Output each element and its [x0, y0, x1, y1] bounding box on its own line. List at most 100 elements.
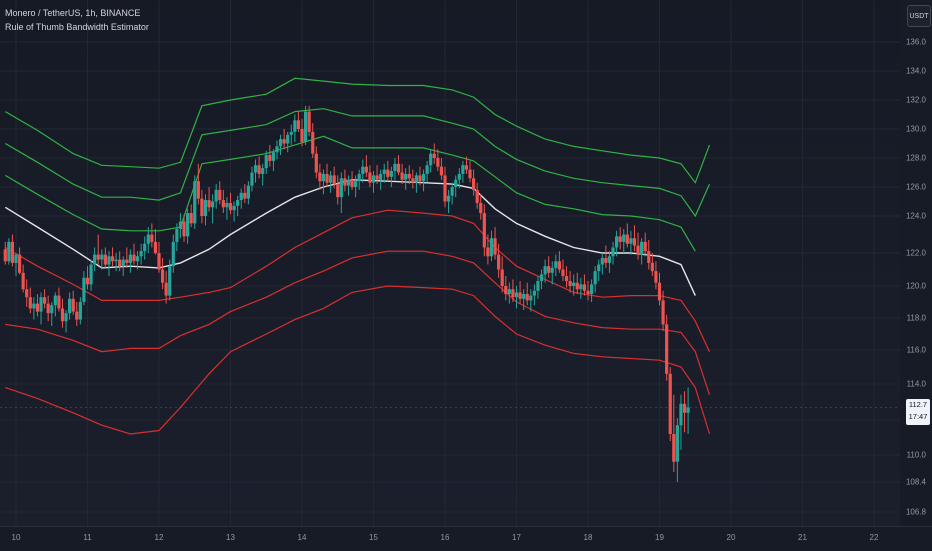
price-tick-label: 136.0 — [905, 37, 926, 47]
candle-body — [607, 256, 612, 263]
price-tick-label: 118.0 — [906, 313, 926, 323]
candle-body — [93, 254, 97, 265]
candle-body — [357, 173, 361, 182]
price-chart[interactable] — [0, 0, 900, 526]
bar-countdown: 17:47 — [908, 412, 928, 421]
last-price-label: 112.7 17:47 — [906, 399, 930, 425]
candle-body — [425, 165, 429, 174]
time-tick-label: 21 — [798, 533, 807, 542]
candle-body — [461, 165, 465, 174]
candle-body — [261, 168, 265, 174]
candle-body — [186, 213, 190, 237]
candle-body — [307, 111, 311, 132]
candle-body — [389, 171, 393, 177]
candle-body — [228, 202, 233, 211]
candle-body — [539, 274, 544, 282]
candle-body — [625, 234, 629, 244]
candle-body — [379, 173, 383, 180]
candle-body — [39, 297, 43, 312]
candle-body — [414, 175, 418, 183]
candle-body — [128, 254, 132, 263]
candle-body — [121, 259, 125, 267]
candle-body — [393, 163, 397, 172]
candle-body — [632, 238, 637, 246]
time-tick-label: 10 — [11, 533, 21, 542]
candle-body — [604, 257, 608, 263]
candle-body — [611, 247, 615, 257]
candle-body — [293, 120, 297, 132]
candle-body — [436, 158, 440, 167]
candle-body — [468, 169, 472, 179]
candle-body — [25, 289, 29, 298]
candle-body — [550, 267, 554, 273]
candle-body — [178, 221, 183, 229]
indicator-legend[interactable]: Rule of Thumb Bandwidth Estimator — [5, 22, 149, 32]
candle-body — [346, 179, 351, 186]
candle-body — [164, 282, 168, 296]
candle-body — [572, 282, 576, 286]
price-tick-label: 132.0 — [905, 95, 926, 105]
candle-body — [153, 241, 158, 253]
candle-body — [311, 131, 315, 154]
candle-body — [32, 303, 36, 309]
candle-body — [564, 276, 569, 282]
candle-body — [486, 247, 490, 257]
candle-body — [253, 165, 258, 173]
time-axis[interactable]: 10 11 12 13 14 15 16 17 18 19 20 21 22 — [0, 526, 932, 551]
candle-body — [243, 192, 247, 199]
candle-body — [429, 153, 433, 166]
candle-body — [103, 254, 107, 265]
candle-body — [89, 264, 93, 285]
candle-body — [146, 234, 150, 244]
candle-body — [532, 290, 536, 296]
candle-body — [489, 238, 494, 257]
candle-body — [386, 169, 390, 177]
candle-body — [497, 254, 501, 270]
candle-body — [75, 311, 79, 320]
candle-body — [364, 166, 368, 173]
price-axis[interactable]: 136.0 134.0 132.0 130.0 128.0 126.0 124.0 122.0… — [900, 0, 932, 526]
upper-band-3 — [4, 77, 711, 184]
candle-body — [60, 308, 65, 322]
symbol-legend[interactable]: Monero / TetherUS, 1h, BINANCE — [5, 8, 141, 18]
candle-body — [668, 373, 672, 434]
price-tick-label: 130.0 — [905, 124, 926, 134]
candle-body — [643, 241, 647, 252]
candle-body — [118, 259, 122, 267]
time-tick-label: 17 — [512, 533, 521, 542]
candle-body — [282, 139, 286, 144]
candle-body — [439, 166, 444, 176]
candle-body — [654, 271, 658, 283]
candle-body — [278, 139, 283, 147]
candle-body — [14, 254, 18, 263]
candle-body — [554, 261, 558, 268]
time-tick-label: 12 — [154, 533, 164, 542]
candle-body — [132, 254, 136, 262]
candle-body — [400, 172, 404, 180]
candle-body — [597, 264, 601, 272]
candle-body — [203, 200, 208, 216]
candle-body — [529, 295, 533, 301]
time-tick-label: 15 — [369, 533, 378, 542]
candle-body — [82, 277, 86, 302]
candle-body — [657, 282, 662, 301]
candle-body — [46, 303, 50, 314]
candle-body — [404, 173, 408, 180]
candle-body — [160, 269, 165, 283]
candle-body — [250, 172, 254, 186]
candle-body — [53, 295, 57, 306]
candle-body — [615, 236, 619, 248]
price-tick-label: 114.0 — [906, 379, 926, 389]
candle-body — [150, 234, 154, 242]
candle-body — [17, 254, 22, 273]
price-tick-label: 128.0 — [905, 153, 926, 163]
candle-body — [432, 153, 436, 158]
price-tick-label: 134.0 — [905, 66, 926, 76]
candle-body — [314, 153, 318, 173]
candle-body — [332, 175, 336, 185]
candle-body — [396, 163, 401, 173]
candle-body — [329, 175, 333, 183]
chart-area[interactable]: Monero / TetherUS, 1h, BINANCE Rule of T… — [0, 0, 900, 526]
currency-button[interactable]: USDT — [907, 5, 931, 27]
candle-body — [536, 281, 540, 291]
